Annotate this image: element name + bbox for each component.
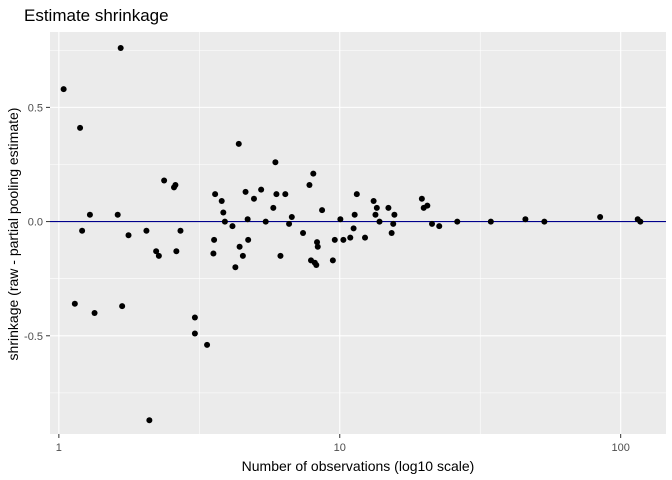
data-point (220, 209, 227, 216)
data-point (306, 182, 313, 189)
data-point (114, 211, 121, 218)
data-point (250, 195, 257, 202)
x-tick-label: 1 (56, 442, 62, 454)
data-point (272, 159, 279, 166)
data-point (244, 216, 251, 223)
data-point (390, 220, 397, 227)
data-points (60, 44, 644, 424)
x-tick-label: 10 (334, 442, 346, 454)
x-tick-label: 100 (611, 442, 629, 454)
plot-panel (50, 32, 666, 434)
data-point (541, 218, 548, 225)
data-point (210, 250, 217, 257)
data-point (273, 191, 280, 198)
data-point (204, 341, 211, 348)
data-point (91, 309, 98, 316)
data-point (388, 230, 395, 236)
data-point (77, 124, 84, 131)
x-axis-ticks: 1 10 100 (56, 434, 630, 454)
data-point (172, 182, 179, 189)
data-point (313, 261, 320, 268)
data-point (155, 252, 162, 259)
data-point (310, 170, 317, 177)
data-point (376, 218, 383, 225)
data-point (319, 207, 326, 214)
data-point (487, 218, 494, 225)
data-point (60, 86, 67, 93)
y-axis-ticks: -0.5 0.0 0.5 (24, 102, 50, 343)
data-point (424, 202, 431, 209)
data-point (288, 214, 295, 221)
data-point (262, 218, 269, 225)
data-point (258, 186, 265, 193)
data-point (270, 204, 277, 211)
data-point (373, 204, 380, 211)
data-point (221, 218, 228, 225)
y-tick-label: 0.5 (28, 102, 43, 114)
data-point (331, 236, 338, 243)
data-point (146, 417, 153, 424)
data-point (161, 177, 168, 184)
data-point (212, 191, 219, 198)
data-point (191, 314, 198, 321)
data-point (337, 216, 344, 223)
data-point (232, 264, 239, 271)
data-point (522, 216, 529, 223)
data-point (362, 234, 369, 241)
data-point (347, 234, 354, 241)
data-point (191, 330, 198, 337)
data-point (454, 218, 461, 225)
y-tick-label: 0.0 (28, 217, 43, 229)
data-point (239, 252, 246, 259)
data-point (245, 236, 252, 243)
data-point (597, 214, 604, 221)
data-point (314, 239, 321, 246)
data-point (370, 198, 377, 205)
data-point (218, 198, 225, 205)
data-point (143, 227, 150, 234)
y-tick-label: -0.5 (24, 331, 43, 343)
data-point (242, 188, 249, 195)
data-point (637, 218, 644, 225)
data-point (125, 232, 132, 239)
data-point (436, 223, 443, 230)
data-point (351, 211, 358, 218)
data-point (353, 191, 360, 198)
data-point (211, 236, 218, 243)
data-point (235, 140, 242, 147)
data-point (314, 243, 321, 250)
data-point (79, 227, 86, 234)
data-point (153, 248, 160, 255)
y-axis-title: shrinkage (raw - partial pooling estimat… (5, 108, 21, 361)
data-point (71, 300, 78, 307)
data-point (429, 220, 436, 227)
chart-title: Estimate shrinkage (24, 6, 169, 25)
data-point (286, 220, 293, 227)
data-point (177, 227, 184, 234)
minor-gridlines (50, 32, 666, 434)
data-point (282, 191, 289, 198)
data-point (300, 230, 307, 236)
data-point (229, 223, 236, 230)
data-point (117, 44, 124, 51)
data-point (277, 252, 284, 259)
data-point (391, 211, 398, 218)
data-point (350, 225, 357, 232)
data-point (340, 236, 347, 243)
data-point (86, 211, 93, 218)
data-point (418, 195, 425, 202)
x-axis-title: Number of observations (log10 scale) (242, 458, 475, 474)
data-point (372, 211, 379, 218)
data-point (119, 303, 126, 310)
data-point (385, 204, 392, 211)
data-point (329, 257, 336, 264)
data-point (236, 243, 243, 250)
data-point (173, 248, 180, 255)
